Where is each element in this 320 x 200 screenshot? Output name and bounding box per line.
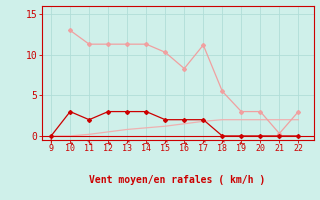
- Text: ↗: ↗: [124, 138, 130, 147]
- Text: ↗: ↗: [219, 138, 226, 147]
- Text: →: →: [67, 138, 73, 147]
- Text: ↗: ↗: [162, 138, 168, 147]
- Text: ↑: ↑: [48, 138, 54, 147]
- Text: →: →: [105, 138, 111, 147]
- Text: ↘: ↘: [86, 138, 92, 147]
- Text: →: →: [181, 138, 188, 147]
- X-axis label: Vent moyen/en rafales ( km/h ): Vent moyen/en rafales ( km/h ): [90, 175, 266, 185]
- Text: ←: ←: [238, 138, 244, 147]
- Text: →: →: [143, 138, 149, 147]
- Text: ↗: ↗: [200, 138, 206, 147]
